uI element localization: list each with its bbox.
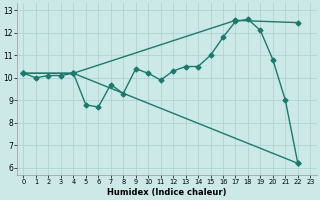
- X-axis label: Humidex (Indice chaleur): Humidex (Indice chaleur): [107, 188, 227, 197]
